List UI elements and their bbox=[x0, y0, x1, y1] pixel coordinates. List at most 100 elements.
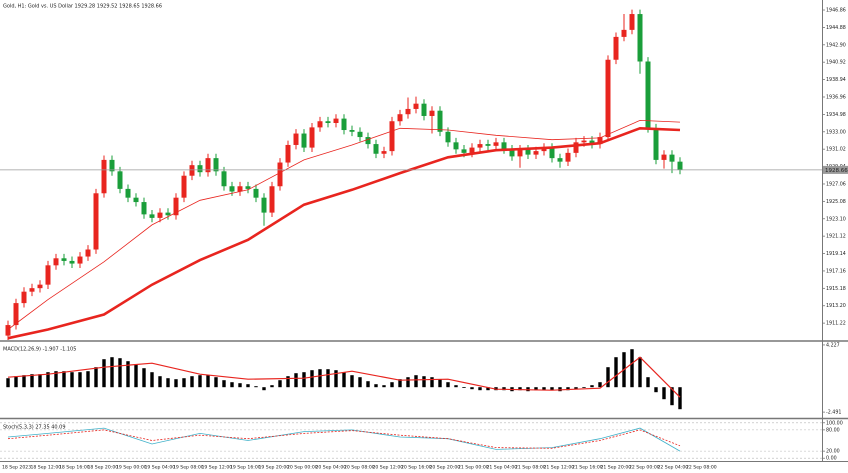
candle-body bbox=[157, 212, 163, 218]
candle-body bbox=[317, 121, 323, 128]
candle-body bbox=[213, 158, 219, 172]
x-tick-label: 20 Sep 16:00 bbox=[401, 465, 432, 471]
x-tick-label: 18 Sep 20:00 bbox=[88, 465, 119, 471]
macd-bar bbox=[406, 377, 410, 388]
candle-body bbox=[389, 121, 395, 152]
y-tick-label: 1942.90 bbox=[826, 42, 846, 48]
macd-bar bbox=[270, 385, 274, 388]
candle-body bbox=[629, 14, 635, 30]
macd-bar bbox=[630, 349, 634, 388]
macd-bar bbox=[334, 370, 338, 388]
indicator-line bbox=[7, 126, 681, 340]
macd-bar bbox=[254, 386, 258, 388]
x-tick-label: 21 Sep 04:00 bbox=[487, 465, 518, 471]
candle-body bbox=[117, 171, 123, 189]
candle-body bbox=[589, 140, 595, 145]
y-tick-label: 1933.00 bbox=[826, 129, 846, 135]
x-tick-label: 18 Sep 2023 bbox=[2, 465, 31, 471]
candle-body bbox=[509, 149, 515, 157]
macd-bar bbox=[326, 369, 330, 388]
macd-bar bbox=[46, 372, 50, 388]
x-tick-label: 22 Sep 04:00 bbox=[658, 465, 689, 471]
candle-body bbox=[109, 159, 115, 172]
macd-bar bbox=[470, 387, 474, 390]
macd-bar bbox=[486, 387, 490, 391]
macd-bar bbox=[14, 376, 18, 388]
macd-bar bbox=[318, 369, 322, 388]
macd-bar bbox=[310, 370, 314, 388]
macd-bar bbox=[358, 377, 362, 388]
macd-bar bbox=[582, 387, 586, 388]
macd-bar bbox=[278, 380, 282, 388]
candle-body bbox=[245, 186, 251, 189]
macd-bar bbox=[446, 382, 450, 388]
candle-body bbox=[621, 29, 627, 37]
candle-body bbox=[477, 144, 483, 148]
candle-body bbox=[221, 171, 227, 187]
macd-bar bbox=[558, 387, 562, 392]
y-tick-label: 1911.22 bbox=[826, 321, 846, 327]
macd-bar bbox=[166, 378, 170, 388]
candle-body bbox=[373, 144, 379, 154]
indicator-line bbox=[7, 356, 681, 398]
y-tick-label: 1921.12 bbox=[826, 234, 846, 240]
y-tick-label: 1917.16 bbox=[826, 268, 846, 274]
macd-bar bbox=[534, 387, 538, 391]
candle-body bbox=[613, 36, 619, 60]
candle-body bbox=[605, 59, 611, 138]
candle-body bbox=[205, 158, 211, 173]
macd-bar bbox=[366, 381, 370, 388]
x-tick-label: 21 Sep 20:00 bbox=[601, 465, 632, 471]
macd-bar bbox=[606, 367, 610, 388]
macd-bar bbox=[110, 357, 114, 388]
candle-body bbox=[397, 114, 403, 122]
candle-body bbox=[269, 186, 275, 213]
candle-body bbox=[85, 249, 91, 257]
macd-bar bbox=[262, 387, 266, 391]
macd-bar bbox=[230, 382, 234, 388]
candle-body bbox=[69, 260, 75, 264]
macd-bar bbox=[302, 372, 306, 388]
indicator-line bbox=[7, 429, 681, 449]
candle-body bbox=[365, 137, 371, 145]
macd-bar bbox=[182, 378, 186, 388]
candle-body bbox=[357, 131, 363, 138]
candle-body bbox=[125, 188, 131, 198]
candle-body bbox=[493, 142, 499, 146]
candle-body bbox=[405, 108, 411, 115]
macd-bar bbox=[518, 387, 522, 391]
macd-bar bbox=[294, 373, 298, 388]
candle-body bbox=[437, 110, 443, 132]
macd-bar bbox=[502, 387, 506, 391]
candle-body bbox=[277, 162, 283, 187]
y-tick-label: 1946.86 bbox=[826, 8, 846, 14]
macd-bar bbox=[198, 375, 202, 388]
y-tick-label: 1938.94 bbox=[826, 77, 846, 83]
macd-bar bbox=[86, 371, 90, 388]
macd-bar bbox=[542, 387, 546, 391]
candle-body bbox=[61, 258, 67, 261]
macd-bar bbox=[550, 387, 554, 391]
candle-body bbox=[637, 14, 643, 62]
macd-bar bbox=[574, 387, 578, 390]
candle-body bbox=[53, 258, 59, 266]
y-tick-label: 1919.14 bbox=[826, 251, 846, 257]
candle-body bbox=[413, 103, 419, 109]
candle-body bbox=[421, 103, 427, 116]
candle-body bbox=[429, 110, 435, 116]
y-tick-label: 0.00 bbox=[826, 456, 837, 462]
macd-bar bbox=[350, 375, 354, 388]
x-tick-label: 19 Sep 08:00 bbox=[173, 465, 204, 471]
macd-bar bbox=[590, 385, 594, 388]
candle-body bbox=[453, 142, 459, 150]
y-tick-label: 20.00 bbox=[826, 449, 840, 455]
candle-body bbox=[565, 152, 571, 162]
candle-body bbox=[285, 144, 291, 163]
macd-bar bbox=[646, 377, 650, 388]
candle-body bbox=[325, 121, 331, 123]
macd-bar bbox=[78, 372, 82, 388]
macd-bar bbox=[398, 379, 402, 388]
candle-body bbox=[77, 256, 83, 264]
candle-body bbox=[261, 197, 267, 213]
macd-bar bbox=[678, 387, 682, 410]
